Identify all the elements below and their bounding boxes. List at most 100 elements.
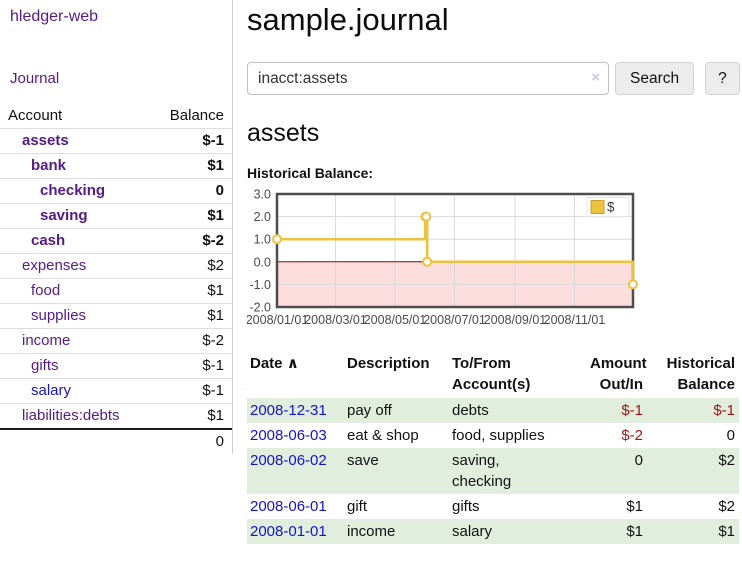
register-accounts-cell: salary [452, 523, 493, 540]
register-balance-cell: 0 [726, 427, 735, 444]
account-link[interactable]: income [22, 332, 71, 349]
account-link[interactable]: gifts [31, 357, 59, 374]
page-title: sample.journal [247, 2, 449, 37]
register-date-cell: 2008-06-02 [247, 448, 344, 494]
search-button[interactable]: Search [615, 62, 695, 95]
register-accounts-cell: food, supplies [452, 427, 545, 444]
account-row: expenses $2 [0, 253, 232, 279]
y-axis-tick-label: 0.0 [254, 255, 271, 269]
help-button[interactable]: ? [705, 62, 740, 95]
y-axis-tick-label: -2.0 [249, 301, 271, 315]
account-name-cell: checking [0, 178, 147, 204]
account-row: saving $1 [0, 203, 232, 229]
register-accounts-cell: saving, checking [452, 452, 512, 490]
chart-title: Historical Balance: [247, 165, 374, 181]
register-accounts-cell: gifts [452, 498, 480, 515]
register-accounts-cell: debts [452, 402, 489, 419]
date-column-header[interactable]: Date ∧ [250, 355, 299, 372]
account-link[interactable]: assets [22, 132, 69, 149]
data-point-marker[interactable] [421, 211, 432, 222]
app-title-link[interactable]: hledger-web [10, 8, 99, 25]
register-body: 2008-12-31 pay off debts $-1 $-1 2008-06-03 ea… [247, 398, 739, 544]
account-name-cell: bank [0, 153, 147, 179]
register-date-cell: 2008-06-03 [247, 423, 344, 448]
account-link[interactable]: supplies [31, 307, 87, 324]
account-link[interactable]: checking [40, 182, 106, 199]
historical-balance-chart: 3.0 2.0 1.0 0.0 -1.0 -2.0 2008/01/01 2008/03/01… [246, 188, 740, 334]
sort-ascending-icon: ∧ [286, 355, 299, 372]
account-link[interactable]: bank [31, 157, 67, 174]
account-link[interactable]: cash [31, 232, 66, 249]
register-date-cell: 2008-06-01 [247, 494, 344, 519]
register-date-cell: 2008-01-01 [247, 519, 344, 544]
register-table: Date ∧ Description To/From Account(s) Amo… [247, 352, 739, 544]
x-axis-tick-label: 2008/05/01 [364, 313, 427, 327]
account-tree-body: assets $-1 bank $1 checking 0 saving $1 cash $-2 e… [0, 128, 232, 429]
account-balance: $2 [146, 253, 232, 279]
account-name-cell: saving [0, 203, 147, 229]
legend-swatch [590, 200, 605, 214]
account-name-cell: cash [0, 228, 147, 254]
data-point-marker[interactable] [422, 256, 433, 267]
register-row: 2008-06-01 gift gifts $1 $2 [247, 494, 739, 519]
clear-search-icon[interactable]: × [591, 69, 600, 86]
data-point-marker[interactable] [272, 234, 282, 245]
description-column-header: Description [347, 355, 430, 372]
account-balance: $1 [146, 203, 232, 229]
transaction-date-link[interactable]: 2008-06-03 [250, 427, 327, 444]
register-date-cell: 2008-12-31 [247, 398, 344, 423]
account-link[interactable]: food [31, 282, 61, 299]
account-name-cell: gifts [0, 353, 147, 379]
register-amount-cell: $-2 [621, 427, 643, 444]
account-name-cell: food [0, 278, 147, 304]
account-balance: $-1 [146, 128, 232, 154]
account-row: checking 0 [0, 178, 232, 204]
journal-link[interactable]: Journal [10, 70, 60, 87]
y-axis-tick-label: -1.0 [249, 278, 271, 292]
account-link[interactable]: liabilities:debts [22, 407, 120, 424]
register-description-cell: save [347, 452, 379, 469]
register-description-cell: eat & shop [347, 427, 419, 444]
account-row: food $1 [0, 278, 232, 304]
register-row: 2008-12-31 pay off debts $-1 $-1 [247, 398, 739, 423]
account-link[interactable]: saving [40, 207, 88, 224]
account-row: liabilities:debts $1 [0, 403, 232, 429]
y-axis-tick-label: 2.0 [254, 210, 271, 224]
transaction-date-link[interactable]: 2008-06-01 [250, 498, 327, 515]
transaction-date-link[interactable]: 2008-01-01 [250, 523, 327, 540]
search-input[interactable] [247, 62, 609, 95]
search-form: × Search ? [247, 62, 740, 95]
tofrom-column-header: To/From Account(s) [452, 355, 531, 393]
register-balance-cell: $1 [718, 523, 735, 540]
account-total-spacer [0, 428, 147, 454]
y-axis-tick-label: 1.0 [254, 233, 271, 247]
sidebar: hledger-web Journal Account Balance asse… [0, 0, 233, 454]
balance-column-header-register: Historical Balance [666, 355, 735, 393]
account-link[interactable]: salary [31, 382, 72, 399]
data-point-marker[interactable] [628, 279, 638, 290]
x-axis-tick-label: 2008/11/01 [544, 313, 606, 327]
account-balance: $-1 [146, 378, 232, 404]
account-name-cell: income [0, 328, 147, 354]
account-balance: $1 [146, 278, 232, 304]
account-name-cell: supplies [0, 303, 147, 329]
account-name-cell: salary [0, 378, 147, 404]
x-axis-tick-label: 2008/09/01 [484, 313, 547, 327]
account-column-header: Account [8, 107, 63, 124]
account-row: salary $-1 [0, 378, 232, 404]
register-row: 2008-06-03 eat & shop food, supplies $-2 0 [247, 423, 739, 448]
register-description-cell: pay off [347, 402, 392, 419]
account-name-cell: assets [0, 128, 147, 154]
register-row: 2008-06-02 save saving, checking 0 $2 [247, 448, 739, 494]
transaction-date-link[interactable]: 2008-06-02 [250, 452, 327, 469]
register-balance-cell: $-1 [713, 402, 735, 419]
account-balance: $1 [146, 303, 232, 329]
account-link[interactable]: expenses [22, 257, 87, 274]
register-row: 2008-01-01 income salary $1 $1 [247, 519, 739, 544]
account-name-cell: expenses [0, 253, 147, 279]
transaction-date-link[interactable]: 2008-12-31 [250, 402, 327, 419]
y-axis-tick-label: 3.0 [254, 188, 271, 202]
register-amount-cell: $1 [626, 523, 643, 540]
account-total-balance: 0 [146, 428, 232, 454]
register-balance-cell: $2 [718, 498, 735, 515]
